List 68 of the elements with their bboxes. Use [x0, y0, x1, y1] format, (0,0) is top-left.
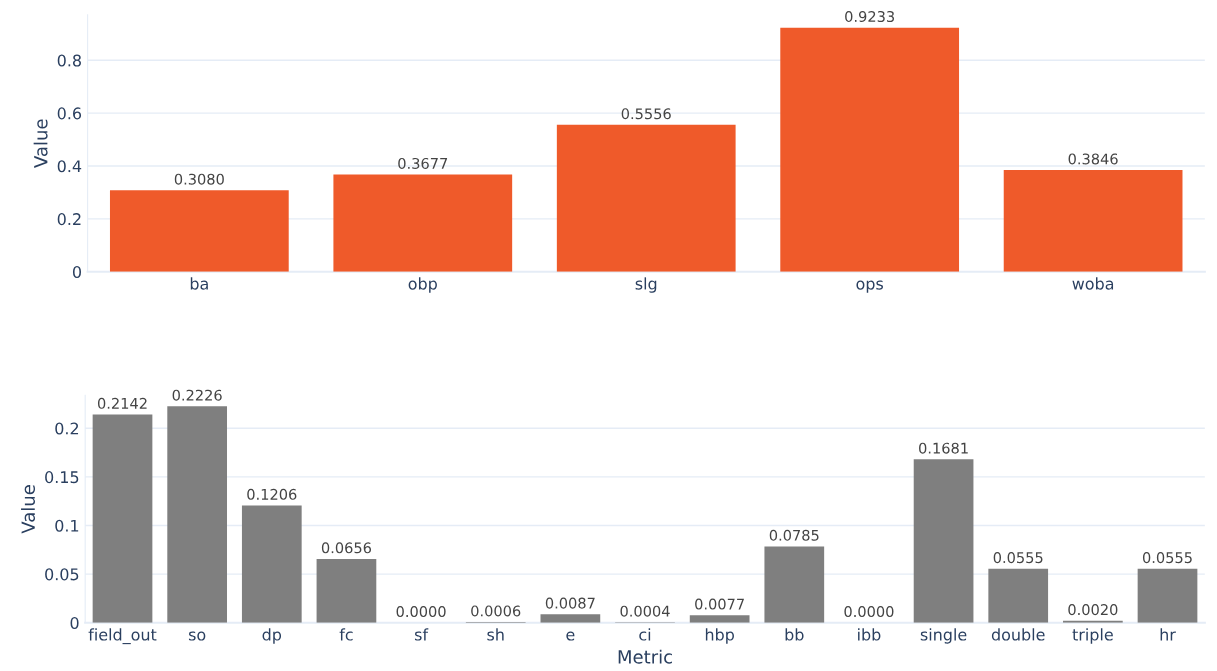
x-tick-label: so [188, 631, 206, 641]
data-label: 0.9233 [845, 11, 895, 23]
x-tick-label: double [991, 628, 1045, 641]
x-tick-label: woba [1072, 277, 1114, 290]
y-tick-label: 0 [70, 616, 79, 629]
y-tick-label: 0.8 [57, 54, 81, 67]
x-tick-label: sh [487, 628, 504, 641]
y-axis-title: Value [33, 119, 48, 168]
x-tick-label: sf [414, 628, 429, 641]
data-label: 0.0656 [321, 542, 372, 554]
y-tick-label: 0.15 [45, 471, 79, 484]
bar [913, 459, 974, 623]
data-label: 0.0006 [471, 605, 521, 617]
y-axis-title: Value [21, 485, 36, 534]
data-label: 0.0020 [1068, 604, 1118, 616]
y-tick-label: 0.2 [57, 213, 81, 226]
bar [1003, 170, 1183, 272]
data-label: 0.3677 [398, 157, 448, 169]
bar [689, 615, 750, 623]
data-label: 0.0555 [1142, 552, 1192, 564]
data-label: 0.0077 [695, 598, 744, 610]
y-tick-label: 0.2 [55, 422, 79, 435]
bar [92, 414, 153, 623]
bar [780, 27, 960, 272]
x-tick-label: triple [1072, 628, 1113, 644]
x-tick-label: e [566, 631, 575, 641]
x-tick-label: hbp [705, 628, 734, 644]
bar [316, 558, 377, 623]
y-tick-label: 0.6 [57, 107, 82, 120]
x-tick-label: ops [856, 280, 883, 293]
bar [167, 406, 228, 623]
bar [241, 505, 302, 623]
x-tick-label: single [920, 628, 967, 644]
data-label: 0.2226 [172, 389, 222, 401]
data-label: 0.3080 [174, 173, 224, 185]
bar [109, 190, 289, 272]
x-tick-label: slg [635, 277, 657, 293]
data-label: 0.2142 [97, 397, 147, 409]
x-tick-label: field_out [88, 628, 157, 645]
y-tick-label: 0.05 [45, 568, 79, 581]
y-tick-label: 0 [72, 265, 82, 279]
data-label: 0.0087 [545, 597, 595, 609]
data-label: 0.0555 [993, 552, 1043, 564]
bar [764, 546, 825, 623]
bar [333, 174, 513, 272]
x-tick-label: ibb [858, 628, 881, 641]
data-label: 0.0785 [769, 529, 819, 541]
data-label: 0.1681 [919, 442, 968, 454]
bar [556, 124, 736, 272]
bar [540, 614, 601, 623]
x-tick-label: fc [339, 628, 353, 641]
x-tick-label: bb [785, 628, 804, 641]
bar [1137, 568, 1198, 623]
data-label: 0.3846 [1068, 153, 1118, 165]
data-label: 0.5556 [621, 108, 671, 120]
data-label: 0.0000 [844, 606, 894, 618]
data-label: 0.0000 [396, 606, 446, 618]
bar [988, 568, 1049, 623]
y-tick-label: 0.4 [57, 160, 82, 173]
data-label: 0.0004 [620, 605, 670, 617]
y-tick-label: 0.1 [55, 519, 79, 532]
data-label: 0.1206 [247, 488, 297, 500]
x-axis-title: Metric [618, 649, 672, 664]
x-tick-label: ci [639, 628, 651, 641]
x-tick-label: hr [1160, 628, 1176, 641]
x-tick-label: ba [190, 277, 208, 290]
x-tick-label: obp [408, 277, 437, 293]
x-tick-label: dp [262, 628, 282, 644]
